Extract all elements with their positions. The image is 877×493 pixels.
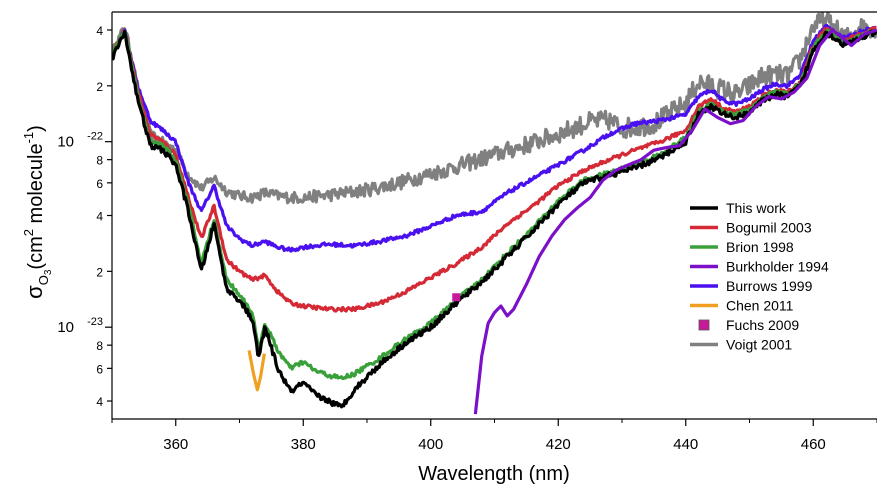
series-line-burkholder-1994 — [473, 28, 877, 415]
y-label-sigma: σ — [22, 285, 47, 299]
x-tick-label: 360 — [163, 436, 188, 453]
y-label-sup-neg1: -1 — [21, 132, 36, 144]
y-label-sup2: 2 — [21, 229, 36, 236]
x-axis-label: Wavelength (nm) — [418, 463, 570, 485]
y-tick-label: 6 — [96, 362, 103, 376]
legend-label-burkholder-1994: Burkholder 1994 — [726, 259, 829, 275]
y-tick-label: 4 — [96, 395, 103, 409]
y-tick-label: 4 — [96, 210, 103, 224]
y-tick-label: 8 — [96, 339, 103, 353]
series-layer — [112, 12, 877, 415]
series-line-bogumil-2003 — [112, 26, 877, 313]
y-label-open: (cm — [25, 236, 47, 269]
series-line-brion-1998 — [112, 28, 877, 381]
y-tick-label: 8 — [96, 154, 103, 168]
x-tick-label: 420 — [546, 436, 571, 453]
legend-label-bogumil-2003: Bogumil 2003 — [726, 220, 812, 236]
series-point-fuchs-2009 — [452, 293, 461, 302]
y-label-close: ) — [25, 125, 47, 132]
y-tick-label: 2 — [96, 80, 103, 94]
y-ticks: 4 6 8 10 -23 2 4 6 8 10 -22 2 4 — [57, 24, 112, 409]
x-tick-label: 440 — [673, 436, 698, 453]
y-tick-label: 6 — [96, 177, 103, 191]
y-label-molecule: molecule — [25, 143, 47, 229]
legend-swatch-fuchs-2009 — [698, 319, 710, 331]
y-tick-label: 10 — [57, 319, 74, 336]
series-line-voigt-2001 — [112, 12, 877, 205]
y-tick-label: 4 — [96, 24, 103, 38]
series-line-chen-2011 — [247, 350, 266, 392]
legend-label-this-work: This work — [726, 200, 787, 216]
x-tick-label: 460 — [801, 436, 826, 453]
x-tick-label: 380 — [291, 436, 316, 453]
legend-label-brion-1998: Brion 1998 — [726, 239, 794, 255]
legend-label-chen-2011: Chen 2011 — [726, 298, 794, 314]
x-tick-label: 400 — [418, 436, 443, 453]
y-tick-exponent: -22 — [87, 131, 103, 143]
y-tick-exponent: -23 — [87, 316, 103, 328]
y-tick-label: 10 — [57, 134, 74, 151]
y-tick-label: 2 — [96, 265, 103, 279]
y-axis-label: σO3(cm2 molecule-1) — [21, 125, 54, 299]
y-label-subscript: O — [36, 275, 51, 285]
legend-label-fuchs-2009: Fuchs 2009 — [726, 317, 799, 333]
legend-label-voigt-2001: Voigt 2001 — [726, 337, 792, 353]
series-line-burrows-1999 — [112, 23, 877, 253]
legend-label-burrows-1999: Burrows 1999 — [726, 278, 813, 294]
legend: This work Bogumil 2003 Brion 1998 Burkholde… — [690, 200, 829, 353]
y-label-subsubscript: 3 — [43, 269, 54, 275]
x-ticks: 360 380 400 420 440 460 — [111, 419, 877, 453]
